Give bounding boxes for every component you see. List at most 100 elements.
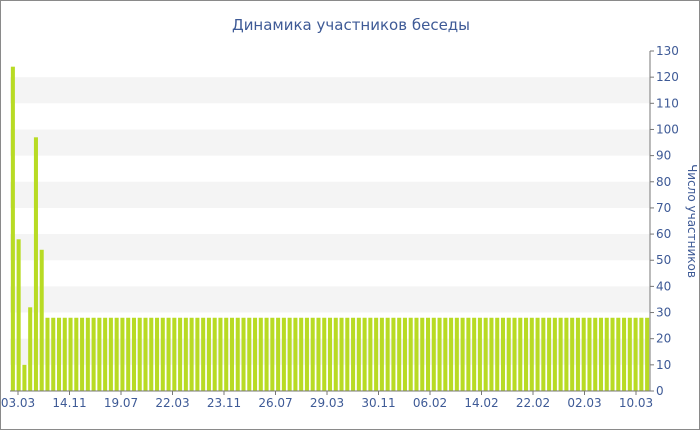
- bar: [224, 317, 229, 391]
- bar: [327, 317, 333, 391]
- bar: [137, 317, 142, 391]
- bar: [506, 317, 511, 391]
- bar: [547, 317, 552, 391]
- y-tick-label: 70: [656, 201, 671, 215]
- bar: [426, 317, 431, 391]
- bar: [420, 317, 425, 391]
- bar: [633, 317, 638, 391]
- bar: [402, 317, 407, 391]
- y-axis-label: Число участников: [685, 164, 699, 278]
- bar: [449, 317, 454, 391]
- bar: [627, 317, 632, 391]
- grid-band: [10, 129, 650, 156]
- bar: [206, 317, 211, 391]
- bar: [460, 317, 465, 391]
- bar: [56, 317, 62, 391]
- bar: [564, 317, 569, 391]
- bar: [74, 317, 79, 391]
- bar: [310, 317, 315, 391]
- bar: [229, 317, 234, 391]
- bar: [114, 317, 119, 391]
- bar: [10, 66, 15, 391]
- grid-band: [10, 77, 650, 104]
- bar: [80, 317, 85, 391]
- y-tick-label: 110: [656, 96, 679, 110]
- bar: [339, 317, 344, 391]
- bar: [414, 317, 419, 391]
- bar: [218, 317, 223, 391]
- bar: [356, 317, 361, 391]
- bar: [558, 317, 563, 391]
- x-tick-label: 02.03: [567, 396, 601, 410]
- x-tick-label: 26.07: [258, 396, 292, 410]
- bar: [172, 317, 177, 391]
- bar: [466, 317, 471, 391]
- bar: [45, 317, 50, 391]
- bar: [610, 317, 615, 391]
- grid-band: [10, 234, 650, 261]
- bar: [524, 317, 529, 391]
- x-tick-label: 23.11: [207, 396, 241, 410]
- bar: [85, 317, 90, 391]
- bar: [495, 317, 500, 391]
- x-tick-label: 29.03: [310, 396, 344, 410]
- grid-bands: [10, 77, 650, 365]
- bar: [575, 317, 580, 391]
- bar: [28, 307, 33, 391]
- bar: [120, 317, 125, 391]
- bar: [166, 317, 171, 391]
- bar: [570, 317, 575, 391]
- x-tick-label: 06.02: [413, 396, 447, 410]
- bar: [258, 317, 263, 391]
- bar: [62, 317, 67, 391]
- y-tick-label: 0: [656, 384, 664, 398]
- bar: [51, 317, 56, 391]
- bar: [22, 364, 27, 391]
- bar: [178, 317, 183, 391]
- bar: [212, 317, 217, 391]
- bar: [270, 317, 275, 391]
- bar: [39, 249, 44, 391]
- bar: [287, 317, 292, 391]
- bar: [552, 317, 557, 391]
- y-axis-ticks: 0 10 20 30 40 50 60 70 80 90 100 110 120 130: [650, 44, 679, 398]
- bar: [454, 317, 459, 391]
- chart-title: Динамика участников беседы: [232, 16, 470, 34]
- bar: [91, 317, 96, 391]
- bar: [622, 317, 627, 391]
- bar: [489, 317, 494, 391]
- grid-band: [10, 286, 650, 313]
- x-tick-label: 22.02: [516, 396, 550, 410]
- bar: [397, 317, 402, 391]
- bar: [126, 317, 131, 391]
- bar: [385, 317, 390, 391]
- bar: [645, 317, 650, 391]
- x-tick-label: 22.03: [155, 396, 189, 410]
- bar: [103, 317, 108, 391]
- y-tick-label: 10: [656, 358, 671, 372]
- x-tick-label: 14.11: [52, 396, 86, 410]
- bar: [155, 317, 160, 391]
- bar: [293, 317, 298, 391]
- bar: [604, 317, 609, 391]
- grid-band: [10, 181, 650, 208]
- bar: [598, 317, 604, 391]
- x-axis-ticks: 03.03 14.11 19.07 22.03 23.11 26.07 29.03 30.11…: [1, 391, 653, 410]
- bar: [16, 239, 21, 391]
- bar: [33, 137, 38, 391]
- bar: [374, 317, 379, 391]
- bar: [201, 317, 206, 391]
- x-tick-label: 10.03: [619, 396, 653, 410]
- bar: [108, 317, 113, 391]
- bar: [316, 317, 321, 391]
- y-tick-label: 120: [656, 70, 679, 84]
- bar: [345, 317, 350, 391]
- bar: [443, 317, 448, 391]
- bar: [581, 317, 586, 391]
- bar: [183, 317, 188, 391]
- bar: [351, 317, 356, 391]
- bar: [276, 317, 281, 391]
- bar-series: [10, 66, 650, 391]
- bar: [264, 317, 269, 391]
